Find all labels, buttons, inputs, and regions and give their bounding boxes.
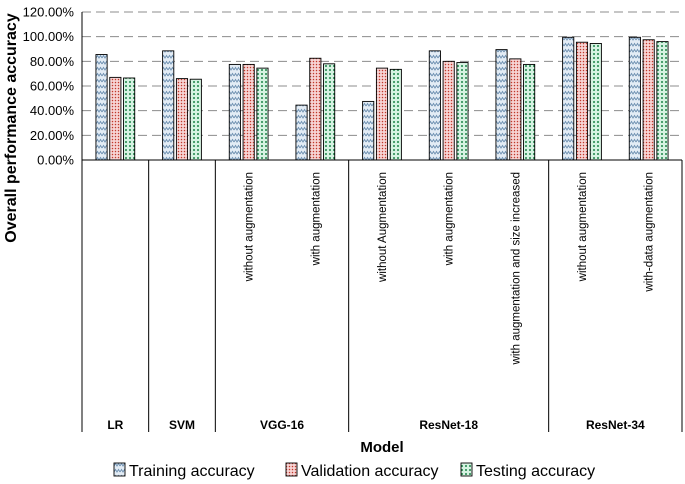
group-label: VGG-16 xyxy=(260,418,304,432)
category-label: with augmentation xyxy=(444,172,456,266)
bar-training-accuracy xyxy=(362,100,375,161)
bar-testing-accuracy xyxy=(389,68,402,161)
legend: Training accuracy Validation accuracy Test… xyxy=(113,462,595,480)
bar-training-accuracy xyxy=(228,63,241,161)
bar-testing-accuracy xyxy=(456,62,469,161)
bar-training-accuracy xyxy=(428,50,441,161)
group-label: ResNet-34 xyxy=(586,418,645,432)
legend-swatch xyxy=(460,462,473,477)
category-label: without Augmentation xyxy=(377,172,389,283)
bar-testing-accuracy xyxy=(189,78,202,161)
category-label: without augmentation xyxy=(577,172,589,282)
x-axis-label: Model xyxy=(360,439,403,456)
bar-testing-accuracy xyxy=(123,77,136,161)
legend-label: Validation accuracy xyxy=(301,463,439,480)
legend-swatch xyxy=(113,462,126,477)
y-tick-label: 40.00% xyxy=(30,103,75,118)
bar-validation-accuracy xyxy=(309,57,322,161)
legend-label: Testing accuracy xyxy=(476,463,595,480)
bar-training-accuracy xyxy=(628,36,641,161)
legend-swatch xyxy=(285,462,298,477)
y-tick-label: 60.00% xyxy=(30,79,75,94)
bar-validation-accuracy xyxy=(575,41,589,161)
bar-testing-accuracy xyxy=(656,41,669,161)
category-label: with augmentation and size increased xyxy=(510,172,522,365)
bar-validation-accuracy xyxy=(175,78,189,161)
legend-label: Training accuracy xyxy=(129,463,255,480)
bar-training-accuracy xyxy=(495,49,508,161)
bar-validation-accuracy xyxy=(242,63,255,161)
category-label: with-data augmentation xyxy=(644,172,656,293)
bar-validation-accuracy xyxy=(642,39,655,161)
bar-validation-accuracy xyxy=(375,67,389,161)
bar-testing-accuracy xyxy=(523,63,536,161)
y-tick-label: 80.00% xyxy=(30,54,75,69)
y-tick-label: 20.00% xyxy=(30,128,75,143)
y-tick-labels: 0.00% 20.00% 40.00% 60.00% 80.00% 100.00% 120.… xyxy=(23,5,75,168)
bar-validation-accuracy xyxy=(442,60,455,161)
bars xyxy=(95,36,669,161)
y-tick-label: 120.00% xyxy=(23,5,75,20)
bar-validation-accuracy xyxy=(109,76,122,161)
bar-testing-accuracy xyxy=(589,43,602,161)
bar-training-accuracy xyxy=(562,36,575,161)
bar-testing-accuracy xyxy=(256,67,269,161)
category-label: without augmentation xyxy=(244,172,256,282)
group-label: LR xyxy=(107,418,123,432)
bar-training-accuracy xyxy=(295,104,308,161)
y-tick-label: 0.00% xyxy=(37,153,74,168)
category-label: with augmentation xyxy=(310,172,322,266)
bar-training-accuracy xyxy=(95,54,108,161)
y-axis-label: Overall performance accuracy xyxy=(3,13,20,243)
bar-training-accuracy xyxy=(162,50,175,161)
group-label: ResNet-18 xyxy=(419,418,478,432)
bar-validation-accuracy xyxy=(509,58,522,161)
group-label: SVM xyxy=(169,418,195,432)
y-tick-label: 100.00% xyxy=(23,29,75,44)
bar-testing-accuracy xyxy=(323,63,336,161)
category-table: LR SVM VGG-16 ResNet-18 ResNet-34 without aug… xyxy=(81,12,683,432)
